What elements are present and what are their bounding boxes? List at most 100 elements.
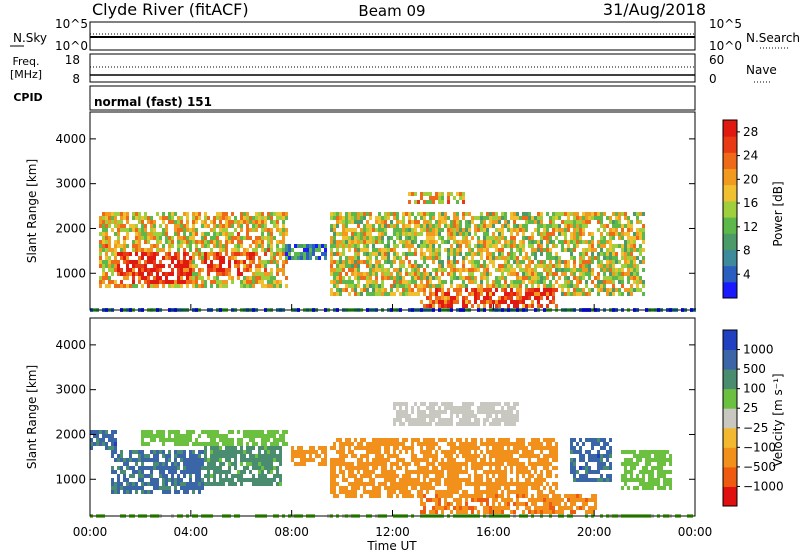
echo-cell: [573, 474, 576, 478]
echo-cell: [531, 494, 534, 498]
echo-cell: [234, 256, 237, 260]
echo-cell: [468, 402, 471, 406]
echo-cell: [528, 450, 531, 454]
echo-cell: [465, 232, 468, 236]
echo-cell: [153, 228, 156, 232]
echo-cell: [378, 462, 381, 466]
echo-cell: [345, 462, 348, 466]
echo-cell: [552, 482, 555, 486]
echo-cell: [540, 442, 543, 446]
echo-cell: [174, 438, 177, 442]
echo-cell: [321, 462, 324, 466]
echo-cell: [117, 466, 120, 470]
echo-cell: [228, 264, 231, 268]
echo-cell: [333, 292, 336, 296]
echo-cell: [588, 244, 591, 248]
echo-cell: [213, 450, 216, 454]
echo-cell: [507, 402, 510, 406]
echo-cell: [648, 462, 651, 466]
echo-cell: [396, 268, 399, 272]
echo-cell: [441, 494, 444, 498]
echo-cell: [108, 216, 111, 220]
echo-cell: [591, 240, 594, 244]
echo-cell: [450, 284, 453, 288]
echo-cell: [534, 292, 537, 296]
echo-cell: [501, 462, 504, 466]
echo-cell: [132, 474, 135, 478]
echo-cell: [543, 232, 546, 236]
echo-cell: [174, 228, 177, 232]
echo-cell: [468, 272, 471, 276]
echo-cell: [585, 474, 588, 478]
echo-cell: [228, 220, 231, 224]
echo-cell: [492, 422, 495, 426]
echo-cell: [591, 260, 594, 264]
echo-cell: [513, 414, 516, 418]
echo-cell: [117, 220, 120, 224]
echo-cell: [345, 220, 348, 224]
echo-cell: [549, 256, 552, 260]
echo-cell: [432, 276, 435, 280]
echo-cell: [357, 280, 360, 284]
echo-cell: [450, 466, 453, 470]
echo-cell: [501, 478, 504, 482]
echo-cell: [591, 272, 594, 276]
echo-cell: [576, 498, 579, 502]
echo-cell: [279, 458, 282, 462]
echo-cell: [270, 240, 273, 244]
echo-cell: [609, 446, 612, 450]
echo-cell: [213, 474, 216, 478]
echo-cell: [339, 462, 342, 466]
echo-cell: [135, 240, 138, 244]
echo-cell: [141, 248, 144, 252]
echo-cell: [420, 196, 423, 200]
echo-cell: [558, 216, 561, 220]
echo-cell: [621, 292, 624, 296]
echo-cell: [117, 272, 120, 276]
echo-cell: [231, 212, 234, 216]
echo-cell: [528, 478, 531, 482]
echo-cell: [153, 486, 156, 490]
echo-cell: [258, 264, 261, 268]
echo-cell: [555, 236, 558, 240]
echo-cell: [462, 264, 465, 268]
echo-cell: [420, 276, 423, 280]
echo-cell: [567, 248, 570, 252]
echo-cell: [336, 482, 339, 486]
echo-cell: [366, 458, 369, 462]
echo-cell: [507, 228, 510, 232]
echo-cell: [429, 478, 432, 482]
echo-cell: [525, 494, 528, 498]
echo-cell: [609, 280, 612, 284]
echo-cell: [600, 478, 603, 482]
echo-cell: [348, 494, 351, 498]
echo-cell: [111, 482, 114, 486]
echo-cell: [534, 264, 537, 268]
echo-cell: [207, 458, 210, 462]
echo-cell: [462, 196, 465, 200]
echo-cell: [384, 228, 387, 232]
echo-cell: [642, 256, 645, 260]
echo-cell: [627, 216, 630, 220]
echo-cell: [249, 284, 252, 288]
echo-cell: [432, 486, 435, 490]
echo-cell: [276, 430, 279, 434]
echo-cell: [366, 466, 369, 470]
echo-cell: [528, 244, 531, 248]
echo-cell: [276, 212, 279, 216]
echo-cell: [513, 280, 516, 284]
echo-cell: [408, 236, 411, 240]
echo-cell: [384, 212, 387, 216]
echo-cell: [153, 482, 156, 486]
echo-cell: [372, 236, 375, 240]
echo-cell: [441, 418, 444, 422]
echo-cell: [477, 224, 480, 228]
colorbar-segment: [723, 200, 737, 218]
echo-cell: [306, 248, 309, 252]
echo-cell: [231, 474, 234, 478]
echo-cell: [177, 482, 180, 486]
echo-cell: [483, 402, 486, 406]
echo-cell: [396, 280, 399, 284]
echo-cell: [459, 224, 462, 228]
echo-cell: [489, 458, 492, 462]
